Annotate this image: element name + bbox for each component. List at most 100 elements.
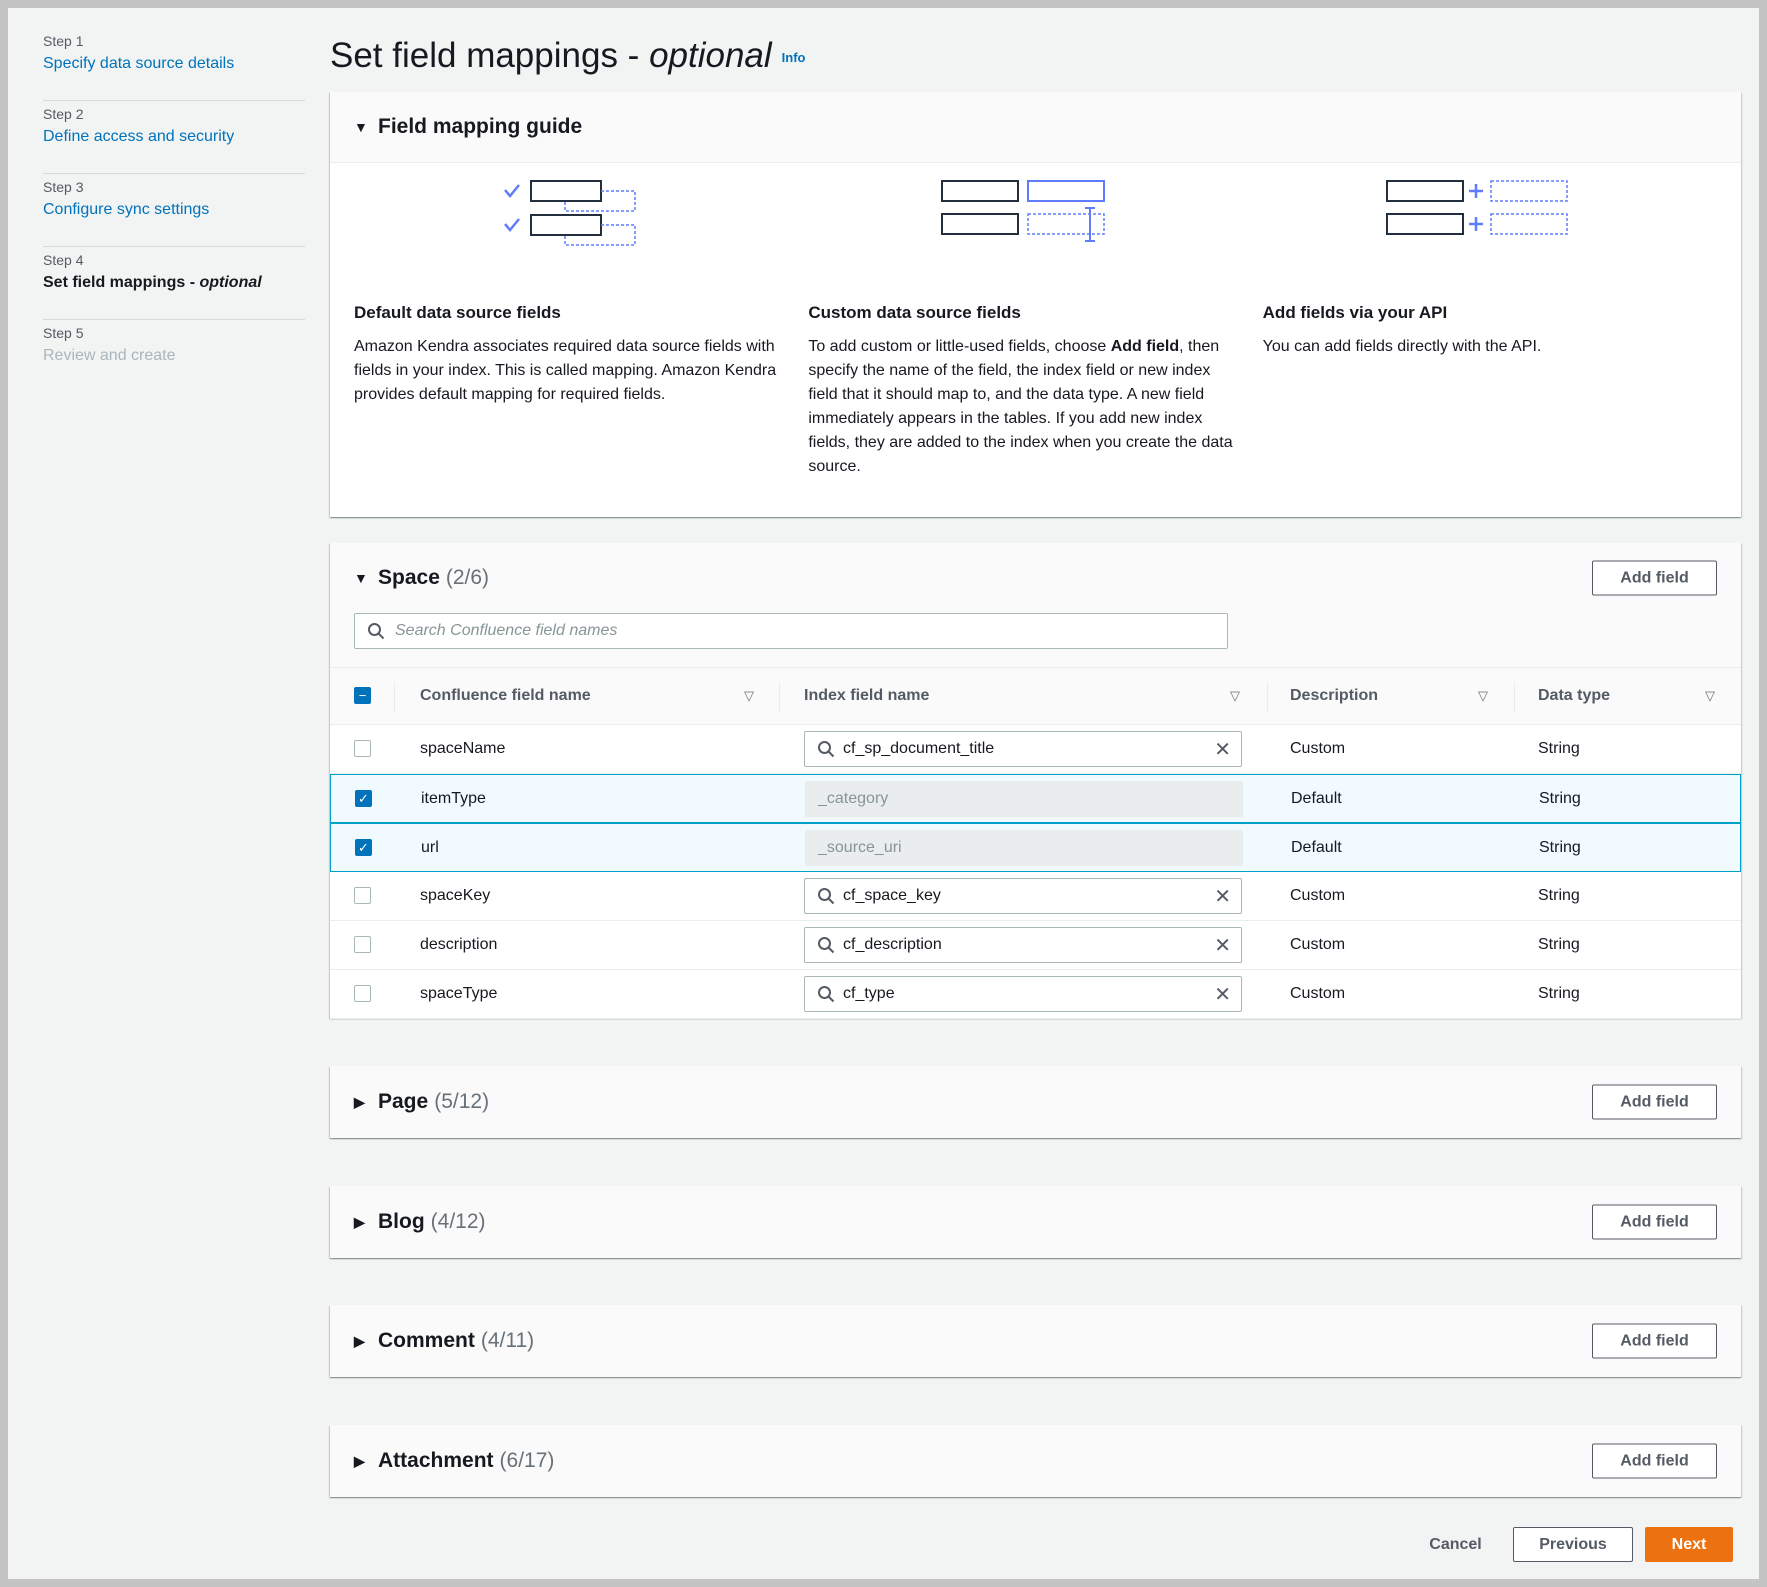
- step-number: Step 3: [43, 179, 84, 195]
- guide-header[interactable]: ▼ Field mapping guide: [330, 92, 1741, 162]
- column-header[interactable]: Confluence field name: [420, 687, 591, 704]
- sort-icon[interactable]: ▽: [1478, 688, 1488, 703]
- index-field-input[interactable]: cf_space_key ✕: [804, 878, 1242, 914]
- text: , then specify the name of the field, th…: [808, 338, 1233, 475]
- previous-button[interactable]: Previous: [1513, 1527, 1633, 1562]
- sort-icon[interactable]: ▽: [1705, 688, 1715, 703]
- clear-icon[interactable]: ✕: [1214, 739, 1231, 761]
- column-header[interactable]: Index field name: [804, 687, 930, 704]
- column-header[interactable]: Data type: [1538, 687, 1611, 704]
- cancel-button[interactable]: Cancel: [1429, 1535, 1482, 1553]
- data-type: String: [1538, 985, 1580, 1002]
- table-row: spaceKey cf_space_key ✕ Custom String: [330, 872, 1741, 921]
- index-field-input[interactable]: cf_description ✕: [804, 927, 1242, 963]
- description: Custom: [1290, 740, 1346, 757]
- column-header[interactable]: Description: [1290, 687, 1379, 704]
- guide-heading: Default data source fields: [354, 303, 561, 322]
- step-link[interactable]: Define access and security: [43, 128, 235, 145]
- sort-icon[interactable]: ▽: [1230, 688, 1240, 703]
- guide-custom: Custom data source fields To add custom …: [808, 163, 1262, 479]
- confluence-field-name: itemType: [421, 789, 486, 807]
- row-checkbox[interactable]: ✓: [355, 790, 372, 807]
- clear-icon[interactable]: ✕: [1214, 935, 1231, 957]
- confluence-field-name: spaceKey: [420, 887, 491, 904]
- title-text: Set field mappings -: [330, 36, 650, 75]
- description: Default: [1291, 838, 1342, 856]
- step-link[interactable]: Specify data source details: [43, 55, 235, 72]
- index-field-input[interactable]: cf_type ✕: [804, 976, 1242, 1012]
- add-field-button[interactable]: Add field: [1592, 560, 1717, 596]
- add-field-button[interactable]: Add field: [1592, 1323, 1717, 1359]
- data-type: String: [1538, 936, 1580, 953]
- wizard-steps: Step 1 Specify data source details Step 2…: [43, 28, 305, 393]
- comment-header[interactable]: ▶ Comment (4/11) Add field: [330, 1305, 1741, 1377]
- api-add-illustration: [1263, 163, 1697, 303]
- clear-icon[interactable]: ✕: [1214, 886, 1231, 908]
- description: Custom: [1290, 985, 1346, 1002]
- step-2[interactable]: Step 2 Define access and security: [43, 101, 305, 174]
- index-field-value: _category: [818, 790, 889, 807]
- page-header[interactable]: ▶ Page (5/12) Add field: [330, 1066, 1741, 1138]
- sort-icon[interactable]: ▽: [744, 688, 754, 703]
- section-title: Page: [378, 1090, 429, 1113]
- caret-down-icon: ▼: [354, 570, 368, 586]
- clear-icon[interactable]: ✕: [1214, 984, 1231, 1006]
- section-count: (2/6): [445, 566, 490, 589]
- add-field-button[interactable]: Add field: [1592, 1443, 1717, 1479]
- search-placeholder: Search Confluence field names: [395, 622, 618, 639]
- page: Step 1 Specify data source details Step 2…: [8, 8, 1759, 1579]
- blog-header[interactable]: ▶ Blog (4/12) Add field: [330, 1186, 1741, 1258]
- index-field-value: cf_space_key: [843, 887, 941, 904]
- section-title: Attachment: [378, 1449, 494, 1472]
- guide-default: Default data source fields Amazon Kendra…: [354, 163, 808, 479]
- section-count: (6/17): [499, 1449, 555, 1472]
- data-type: String: [1539, 789, 1581, 807]
- caret-right-icon: ▶: [354, 1332, 365, 1349]
- info-link[interactable]: Info: [781, 49, 806, 65]
- field-mapping-guide-panel: ▼ Field mapping guide Default data source…: [330, 92, 1741, 517]
- search-input[interactable]: Search Confluence field names: [354, 613, 1228, 649]
- row-checkbox[interactable]: [354, 936, 371, 953]
- row-checkbox[interactable]: [354, 985, 371, 1002]
- step-4: Step 4 Set field mappings - optional: [43, 247, 305, 320]
- guide-heading: Custom data source fields: [808, 303, 1021, 322]
- step-label-italic: optional: [199, 274, 262, 291]
- search-icon: [818, 741, 835, 758]
- description: Custom: [1290, 936, 1346, 953]
- table-row: description cf_description ✕ Custom Strin…: [330, 921, 1741, 970]
- comment-panel: ▶ Comment (4/11) Add field: [330, 1305, 1741, 1377]
- current-step: Set field mappings - optional: [43, 270, 305, 296]
- guide-text: To add custom or little-used fields, cho…: [808, 335, 1242, 479]
- space-panel: ▼ Space (2/6) Add field Search Confluence f…: [330, 543, 1741, 1019]
- caret-right-icon: ▶: [354, 1093, 365, 1110]
- attachment-header[interactable]: ▶ Attachment (6/17) Add field: [330, 1425, 1741, 1497]
- table-row: ✓ itemType _category Default String: [330, 774, 1741, 823]
- section-title: Space: [378, 566, 440, 589]
- guide-api: Add fields via your API You can add fiel…: [1263, 163, 1717, 479]
- add-field-button[interactable]: Add field: [1592, 1084, 1717, 1120]
- step-3[interactable]: Step 3 Configure sync settings: [43, 174, 305, 247]
- add-field-button[interactable]: Add field: [1592, 1204, 1717, 1240]
- search-icon: [818, 937, 835, 954]
- index-field-input[interactable]: cf_sp_document_title ✕: [804, 731, 1242, 767]
- attachment-panel: ▶ Attachment (6/17) Add field: [330, 1425, 1741, 1497]
- data-type: String: [1538, 887, 1580, 904]
- index-field-value: _source_uri: [818, 839, 902, 856]
- step-5: Step 5 Review and create: [43, 320, 305, 393]
- search-icon: [818, 888, 835, 905]
- step-1[interactable]: Step 1 Specify data source details: [43, 28, 305, 101]
- index-field-value: cf_sp_document_title: [843, 740, 995, 757]
- row-checkbox[interactable]: [354, 740, 371, 757]
- space-header[interactable]: ▼ Space (2/6) Add field: [330, 543, 1741, 613]
- confluence-field-name: spaceType: [420, 985, 498, 1002]
- next-button[interactable]: Next: [1645, 1527, 1733, 1562]
- text: To add custom or little-used fields, cho…: [808, 338, 1111, 355]
- step-link[interactable]: Configure sync settings: [43, 201, 210, 218]
- section-title: Blog: [378, 1210, 425, 1233]
- section-count: (4/11): [480, 1329, 535, 1352]
- select-all-checkbox[interactable]: −: [354, 687, 371, 704]
- step-number: Step 4: [43, 252, 84, 268]
- row-checkbox[interactable]: ✓: [355, 839, 372, 856]
- row-checkbox[interactable]: [354, 887, 371, 904]
- default-mapping-illustration: [354, 163, 788, 303]
